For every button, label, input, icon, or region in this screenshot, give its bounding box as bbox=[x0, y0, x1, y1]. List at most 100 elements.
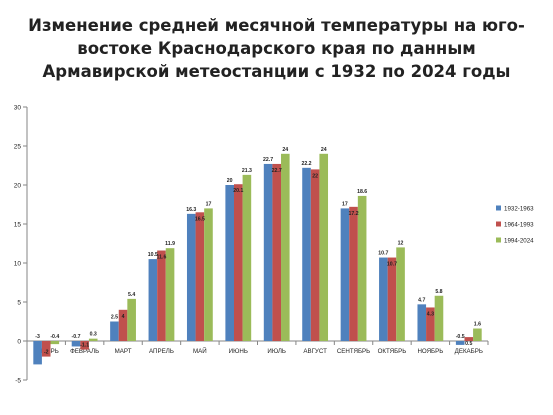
bar bbox=[434, 295, 444, 341]
y-tick-label: -5 bbox=[15, 378, 21, 385]
bar bbox=[272, 163, 282, 341]
data-label: 4.7 bbox=[418, 297, 425, 303]
legend-label: 1932-1963 bbox=[504, 206, 534, 213]
bar bbox=[379, 257, 388, 341]
x-tick-label: ДЕКАБРЬ bbox=[455, 348, 483, 355]
bar bbox=[242, 174, 252, 341]
bar bbox=[186, 213, 196, 341]
data-label: 21.3 bbox=[242, 168, 252, 174]
data-label: -3 bbox=[35, 334, 40, 340]
legend-label: 1964-1993 bbox=[504, 222, 534, 229]
bar bbox=[349, 206, 358, 341]
data-label: 4.3 bbox=[427, 311, 434, 317]
data-label: 17 bbox=[206, 201, 212, 207]
x-tick-label: МАЙ bbox=[193, 347, 207, 355]
legend-swatch bbox=[496, 221, 501, 227]
data-label: 16.5 bbox=[195, 216, 205, 222]
data-label: 10.7 bbox=[387, 262, 397, 268]
data-label: 20.1 bbox=[233, 188, 243, 194]
bar bbox=[80, 341, 89, 350]
data-label: -2 bbox=[44, 350, 49, 356]
data-label: 22.2 bbox=[301, 161, 311, 167]
data-label: 5.4 bbox=[128, 292, 135, 298]
data-label: 11.6 bbox=[157, 255, 167, 261]
bar bbox=[233, 184, 243, 341]
data-label: 4 bbox=[122, 314, 125, 320]
data-label: -0.7 bbox=[72, 334, 81, 340]
bar bbox=[387, 257, 397, 341]
data-label: 24 bbox=[282, 147, 288, 153]
data-label: 24 bbox=[321, 147, 327, 153]
bar bbox=[127, 298, 136, 341]
x-tick-label: ИЮЛЬ bbox=[267, 348, 286, 355]
data-label: 20 bbox=[227, 178, 233, 184]
data-label: -0.5 bbox=[456, 334, 465, 340]
data-label: 0.3 bbox=[90, 332, 97, 338]
y-tick-label: 25 bbox=[14, 144, 22, 151]
bar bbox=[357, 195, 367, 341]
bar bbox=[319, 153, 329, 341]
data-label: 10.5 bbox=[148, 252, 158, 258]
data-label: -0.4 bbox=[50, 334, 59, 340]
title-line-3: Армавирской метеостанции с 1932 по 2024 … bbox=[42, 62, 511, 81]
bar bbox=[118, 309, 128, 341]
data-label: -1.1 bbox=[80, 343, 89, 349]
bar bbox=[165, 248, 175, 341]
x-tick-label: АПРЕЛЬ bbox=[149, 348, 174, 355]
bar bbox=[396, 247, 405, 341]
x-tick-label: НОЯБРЬ bbox=[417, 348, 443, 355]
title-line-1: Изменение средней месячной температуры н… bbox=[28, 16, 525, 35]
data-label: 11.9 bbox=[165, 241, 175, 247]
bar bbox=[473, 328, 482, 341]
bar bbox=[41, 341, 51, 357]
y-tick-label: 0 bbox=[17, 339, 21, 346]
data-label: 17.2 bbox=[348, 211, 358, 217]
data-label: 18.6 bbox=[357, 189, 367, 195]
y-tick-label: 20 bbox=[14, 183, 22, 190]
data-label: 5.8 bbox=[435, 289, 442, 295]
y-tick-label: 10 bbox=[14, 261, 22, 268]
x-tick-label: ФЕВРАЛЬ bbox=[70, 348, 99, 355]
legend-swatch bbox=[496, 205, 501, 211]
x-tick-label: АВГУСТ bbox=[303, 348, 327, 355]
bar bbox=[340, 208, 350, 341]
bar bbox=[263, 163, 273, 341]
data-label: 22.7 bbox=[263, 157, 273, 163]
title-line-2: востоке Краснодарского края по данным bbox=[77, 39, 476, 58]
data-label: 12 bbox=[398, 240, 404, 246]
x-tick-label: ОКТЯБРЬ bbox=[378, 348, 407, 355]
bar bbox=[281, 153, 290, 341]
data-label: 22 bbox=[312, 173, 318, 179]
x-tick-label: МАРТ bbox=[115, 348, 132, 355]
x-tick-label: СЕНТЯБРЬ bbox=[337, 348, 370, 355]
data-label: 22.7 bbox=[272, 168, 282, 174]
bar bbox=[157, 250, 166, 341]
bar bbox=[302, 167, 311, 341]
data-label: 16.3 bbox=[186, 207, 196, 213]
y-tick-label: 30 bbox=[14, 105, 22, 112]
bar bbox=[50, 341, 60, 345]
legend-label: 1994-2024 bbox=[504, 238, 534, 245]
bar bbox=[88, 338, 98, 341]
bar bbox=[426, 307, 435, 341]
y-tick-label: 5 bbox=[17, 300, 21, 307]
data-label: 10.7 bbox=[378, 251, 388, 257]
x-tick-label: ИЮНЬ bbox=[229, 348, 248, 355]
bar bbox=[71, 341, 81, 347]
bar bbox=[110, 321, 119, 341]
legend-swatch bbox=[496, 237, 501, 243]
y-tick-label: 15 bbox=[14, 222, 22, 229]
data-label: 2.5 bbox=[111, 315, 118, 321]
data-label: 17 bbox=[342, 201, 348, 207]
data-label: 0.5 bbox=[465, 341, 472, 347]
bar bbox=[225, 185, 234, 341]
bar bbox=[33, 341, 42, 365]
bar bbox=[310, 169, 320, 341]
bar bbox=[417, 304, 427, 341]
chart-title: Изменение средней месячной температуры н… bbox=[20, 14, 533, 83]
bar bbox=[195, 212, 205, 341]
data-label: 1.6 bbox=[474, 322, 481, 328]
bar bbox=[148, 259, 158, 341]
bar bbox=[455, 341, 465, 345]
